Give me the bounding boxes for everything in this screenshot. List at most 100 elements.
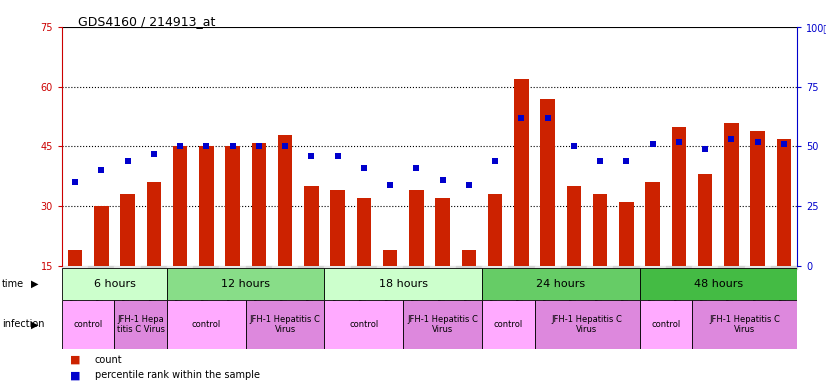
Point xyxy=(252,143,265,149)
Point xyxy=(410,165,423,171)
Bar xyxy=(403,266,430,268)
Bar xyxy=(776,139,791,266)
Point xyxy=(725,136,738,142)
Point xyxy=(567,143,581,149)
Bar xyxy=(482,266,508,268)
Bar xyxy=(325,266,351,268)
Text: 6 hours: 6 hours xyxy=(93,279,135,289)
Text: percentile rank within the sample: percentile rank within the sample xyxy=(95,370,260,381)
Text: control: control xyxy=(192,320,221,329)
Bar xyxy=(278,134,292,266)
Bar xyxy=(246,266,272,268)
Bar xyxy=(698,174,712,266)
Bar xyxy=(567,186,582,266)
Bar xyxy=(639,266,666,268)
Point xyxy=(95,167,108,174)
Bar xyxy=(298,266,325,268)
Bar xyxy=(462,250,476,266)
Bar xyxy=(482,300,534,349)
Text: ▶: ▶ xyxy=(31,319,39,329)
Bar xyxy=(540,99,555,266)
Text: JFH-1 Hepatitis C
Virus: JFH-1 Hepatitis C Virus xyxy=(710,315,780,334)
Bar xyxy=(304,186,319,266)
Bar xyxy=(561,266,587,268)
Bar xyxy=(199,146,214,266)
Bar xyxy=(252,142,266,266)
Bar xyxy=(587,266,613,268)
Bar xyxy=(140,266,167,268)
Point xyxy=(541,115,554,121)
Text: control: control xyxy=(494,320,523,329)
Bar xyxy=(147,182,161,266)
Text: JFH-1 Hepatitis C
Virus: JFH-1 Hepatitis C Virus xyxy=(407,315,478,334)
Point xyxy=(515,115,528,121)
Text: time: time xyxy=(2,279,24,289)
Point xyxy=(278,143,292,149)
Bar xyxy=(534,300,639,349)
Point xyxy=(358,165,371,171)
Point xyxy=(463,182,476,188)
Bar xyxy=(409,190,424,266)
Text: control: control xyxy=(651,320,681,329)
Bar xyxy=(435,198,450,266)
Bar xyxy=(88,266,115,268)
Text: JFH-1 Hepatitis C
Virus: JFH-1 Hepatitis C Virus xyxy=(552,315,623,334)
Bar xyxy=(225,146,240,266)
Bar xyxy=(430,266,456,268)
Bar xyxy=(456,266,482,268)
Point xyxy=(751,139,764,145)
Bar xyxy=(645,182,660,266)
Bar xyxy=(121,194,135,266)
Text: control: control xyxy=(349,320,378,329)
Bar xyxy=(719,266,744,268)
Text: 18 hours: 18 hours xyxy=(379,279,428,289)
Bar xyxy=(220,266,246,268)
Bar xyxy=(771,266,797,268)
Bar xyxy=(167,266,193,268)
Bar xyxy=(403,300,482,349)
Bar xyxy=(613,266,639,268)
Point xyxy=(383,182,396,188)
Bar xyxy=(692,266,719,268)
Bar xyxy=(62,268,167,300)
Bar xyxy=(508,266,534,268)
Point xyxy=(672,139,686,145)
Bar xyxy=(639,268,797,300)
Point xyxy=(777,141,790,147)
Point xyxy=(699,146,712,152)
Text: ▶: ▶ xyxy=(31,279,39,289)
Text: control: control xyxy=(74,320,102,329)
Bar xyxy=(115,266,140,268)
Text: JFH-1 Hepatitis C
Virus: JFH-1 Hepatitis C Virus xyxy=(249,315,320,334)
Bar xyxy=(351,266,377,268)
Point xyxy=(620,158,633,164)
Bar xyxy=(383,250,397,266)
Text: infection: infection xyxy=(2,319,44,329)
Bar xyxy=(246,300,325,349)
Text: 12 hours: 12 hours xyxy=(221,279,270,289)
Bar xyxy=(377,266,403,268)
Bar xyxy=(325,300,403,349)
Bar xyxy=(744,266,771,268)
Bar xyxy=(167,300,246,349)
Bar xyxy=(167,268,325,300)
Point xyxy=(646,141,659,147)
Bar xyxy=(751,131,765,266)
Bar xyxy=(672,127,686,266)
Bar xyxy=(325,268,482,300)
Bar xyxy=(666,266,692,268)
Bar xyxy=(357,198,371,266)
Bar xyxy=(515,79,529,266)
Point xyxy=(121,158,134,164)
Text: 48 hours: 48 hours xyxy=(694,279,743,289)
Bar xyxy=(593,194,607,266)
Bar xyxy=(62,266,88,268)
Bar xyxy=(193,266,220,268)
Point xyxy=(331,153,344,159)
Bar xyxy=(330,190,344,266)
Point xyxy=(594,158,607,164)
Bar xyxy=(620,202,634,266)
Bar xyxy=(639,300,692,349)
Text: 24 hours: 24 hours xyxy=(536,279,586,289)
Bar xyxy=(115,300,167,349)
